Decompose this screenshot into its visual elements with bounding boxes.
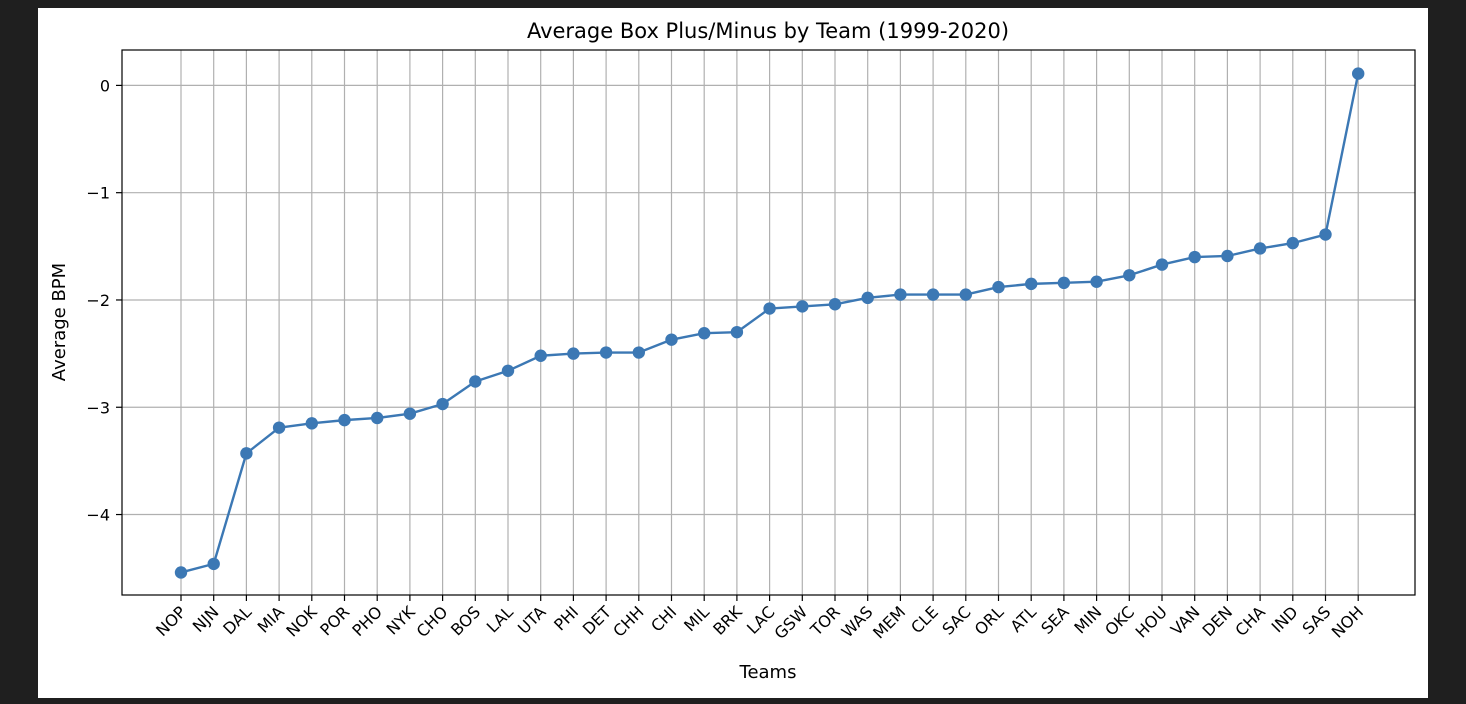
- data-point: [567, 347, 580, 360]
- data-point: [1025, 277, 1038, 291]
- data-point: [992, 280, 1005, 294]
- x-tick-label: DAL: [219, 602, 255, 638]
- x-tick-label: ORL: [971, 602, 1008, 639]
- data-point: [207, 557, 220, 571]
- x-tick-label: CLE: [907, 602, 942, 637]
- x-tick-label: DEN: [1198, 602, 1236, 640]
- data-point: [698, 327, 711, 340]
- x-tick-label: DET: [579, 602, 615, 638]
- y-tick-label: −3: [86, 398, 110, 417]
- x-tick-label: CHI: [647, 602, 680, 635]
- chart-figure: Average Box Plus/Minus by Team (1999-202…: [38, 8, 1428, 698]
- data-point: [1221, 249, 1234, 263]
- data-point: [501, 364, 515, 377]
- x-tick-label: MIN: [1070, 602, 1105, 637]
- data-point: [1352, 67, 1365, 80]
- data-point: [730, 325, 744, 339]
- data-point: [796, 300, 809, 313]
- data-point: [926, 288, 940, 301]
- data-point: [599, 346, 613, 359]
- data-point: [828, 298, 842, 311]
- x-tick-label: NOP: [152, 602, 190, 640]
- grid-layer: [122, 50, 1415, 595]
- x-tick-label: SEA: [1037, 602, 1073, 638]
- x-tick-label: PHO: [348, 602, 386, 640]
- chart-title: Average Box Plus/Minus by Team (1999-202…: [527, 19, 1009, 43]
- data-point: [632, 346, 645, 359]
- data-point: [1155, 258, 1169, 271]
- data-point: [1090, 275, 1103, 288]
- x-tick-label: MIA: [254, 602, 288, 636]
- x-tick-label: WAS: [838, 602, 877, 641]
- data-points-layer: [174, 67, 1365, 579]
- data-point: [436, 397, 449, 411]
- data-point: [665, 333, 678, 346]
- x-tick-label: SAS: [1299, 602, 1335, 638]
- data-point: [1253, 242, 1267, 255]
- y-tick-label: 0: [100, 76, 110, 95]
- x-tick-label: MIL: [680, 602, 713, 635]
- x-tick-label: UTA: [514, 602, 550, 638]
- data-point: [305, 417, 318, 430]
- y-axis-ticks: 0 −1 −2 −3 −4: [86, 76, 122, 525]
- x-axis-label: Teams: [739, 662, 797, 683]
- x-tick-label: TOR: [806, 602, 844, 640]
- x-tick-label: CHH: [609, 602, 647, 640]
- data-point: [894, 288, 907, 301]
- y-tick-label: −2: [86, 291, 110, 310]
- x-tick-label: PHI: [550, 602, 582, 634]
- x-tick-label: NOH: [1328, 602, 1367, 641]
- data-point: [403, 407, 417, 420]
- x-tick-label: POR: [316, 602, 353, 639]
- y-axis-label: Average BPM: [49, 263, 70, 381]
- x-tick-label: NJN: [189, 602, 223, 636]
- x-tick-label: LAL: [483, 602, 517, 636]
- data-point: [1319, 228, 1332, 241]
- data-point: [763, 302, 776, 315]
- x-tick-label: HOU: [1132, 602, 1171, 641]
- x-tick-label: NYK: [383, 602, 420, 639]
- x-tick-label: VAN: [1167, 602, 1204, 639]
- data-point: [1188, 250, 1201, 264]
- x-tick-label: NOK: [282, 602, 321, 641]
- data-point: [861, 291, 874, 305]
- x-tick-label: IND: [1268, 602, 1302, 636]
- data-point: [338, 413, 351, 427]
- x-tick-label: OKC: [1101, 602, 1138, 639]
- x-tick-label: CHO: [413, 602, 452, 641]
- x-tick-label: BRK: [709, 602, 746, 639]
- data-point: [371, 411, 384, 425]
- data-point: [1286, 236, 1300, 250]
- data-point: [1057, 276, 1071, 290]
- data-point: [174, 566, 188, 579]
- line-chart: Average Box Plus/Minus by Team (1999-202…: [49, 19, 1416, 683]
- x-tick-label: ATL: [1007, 602, 1041, 636]
- data-point: [959, 288, 972, 301]
- data-point: [534, 349, 547, 362]
- x-tick-label: BOS: [447, 602, 484, 639]
- data-point: [240, 447, 253, 460]
- y-tick-label: −4: [86, 506, 110, 525]
- data-point: [272, 421, 286, 434]
- x-tick-label: CHA: [1231, 602, 1269, 640]
- x-tick-label: MEM: [869, 602, 909, 642]
- data-point: [469, 375, 482, 388]
- y-tick-label: −1: [86, 184, 110, 203]
- x-tick-label: GSW: [771, 602, 812, 643]
- x-tick-label: SAC: [938, 602, 974, 638]
- plot-frame: [121, 49, 1416, 596]
- data-point: [1123, 269, 1136, 282]
